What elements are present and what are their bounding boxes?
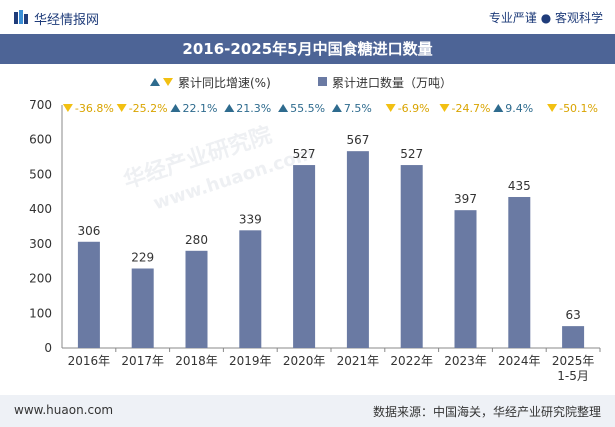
- slogan: 专业严谨 ● 客观科学: [488, 11, 603, 25]
- legend-bar-label: 累计进口数量（万吨）: [332, 75, 452, 90]
- header-bar: 华经情报网 专业严谨 ● 客观科学: [0, 0, 615, 34]
- bar[interactable]: [131, 268, 154, 348]
- bar[interactable]: [562, 326, 585, 348]
- bar-value-label: 306: [77, 224, 100, 238]
- x-tick-label: 2016年: [68, 354, 111, 368]
- bar-value-label: 397: [454, 192, 477, 206]
- growth-label: 7.5%: [344, 102, 372, 115]
- y-tick-label: 200: [29, 272, 52, 286]
- bar-value-label: 339: [239, 212, 262, 226]
- bar[interactable]: [77, 241, 100, 348]
- title-bar: 2016-2025年5月中国食糖进口数量: [0, 34, 615, 64]
- growth-label: -24.7%: [452, 102, 491, 115]
- bar[interactable]: [346, 151, 369, 348]
- brand-logo-icon: [14, 10, 28, 24]
- bar-value-label: 435: [508, 179, 531, 193]
- growth-down-icon: [385, 104, 396, 112]
- growth-label: 9.4%: [505, 102, 533, 115]
- x-tick-label: 2017年: [121, 354, 164, 368]
- y-tick-label: 500: [29, 167, 52, 181]
- growth-label: -50.1%: [559, 102, 598, 115]
- bar[interactable]: [508, 196, 531, 348]
- legend-growth-up-icon: [150, 78, 160, 86]
- growth-down-icon: [62, 104, 73, 112]
- bar[interactable]: [239, 230, 262, 348]
- x-tick-label: 2024年: [498, 354, 541, 368]
- growth-label: 55.5%: [290, 102, 325, 115]
- bar[interactable]: [185, 250, 208, 348]
- bar[interactable]: [293, 165, 316, 348]
- bar-value-label: 63: [565, 308, 580, 322]
- bar-value-label: 527: [400, 147, 423, 161]
- growth-up-icon: [331, 104, 342, 112]
- legend-growth-down-icon: [163, 78, 173, 86]
- growth-label: -6.9%: [398, 102, 430, 115]
- growth-label: 22.1%: [183, 102, 218, 115]
- growth-down-icon: [439, 104, 450, 112]
- x-tick-label: 1-5月: [557, 369, 589, 383]
- legend-bar-swatch: [318, 77, 327, 86]
- bar-value-label: 229: [131, 251, 154, 265]
- y-tick-label: 600: [29, 133, 52, 147]
- bar-value-label: 527: [293, 147, 316, 161]
- growth-up-icon: [224, 104, 235, 112]
- chart-title: 2016-2025年5月中国食糖进口数量: [182, 40, 433, 58]
- bar-value-label: 567: [346, 133, 369, 147]
- growth-up-icon: [278, 104, 289, 112]
- x-tick-label: 2022年: [390, 354, 433, 368]
- growth-down-icon: [547, 104, 558, 112]
- bar-chart: 累计同比增速(%) 累计进口数量（万吨） 0 100 200 300 400 500 600 70…: [29, 75, 601, 383]
- bar-value-label: 280: [185, 233, 208, 247]
- x-tick-label: 2018年: [175, 354, 218, 368]
- footer-site-link[interactable]: www.huaon.com: [14, 403, 114, 417]
- footer-source: 数据来源：中国海关，华经产业研究院整理: [372, 405, 601, 419]
- x-tick-label: 2019年: [229, 354, 272, 368]
- growth-label: -25.2%: [129, 102, 168, 115]
- y-tick-label: 100: [29, 306, 52, 320]
- y-tick-label: 300: [29, 237, 52, 251]
- growth-up-icon: [493, 104, 504, 112]
- x-tick-label: 2023年: [444, 354, 487, 368]
- footer-bar: www.huaon.com 数据来源：中国海关，华经产业研究院整理: [0, 395, 615, 427]
- brand-name: 华经情报网: [34, 13, 100, 28]
- bar[interactable]: [400, 165, 423, 348]
- bar[interactable]: [454, 210, 477, 348]
- growth-label: 21.3%: [236, 102, 271, 115]
- growth-label: -36.8%: [75, 102, 114, 115]
- x-tick-label: 2020年: [283, 354, 326, 368]
- growth-up-icon: [170, 104, 181, 112]
- x-tick-label: 2025年: [552, 354, 595, 368]
- y-tick-label: 0: [44, 341, 52, 355]
- growth-down-icon: [116, 104, 127, 112]
- y-tick-label: 400: [29, 202, 52, 216]
- x-tick-label: 2021年: [337, 354, 380, 368]
- legend-growth-label: 累计同比增速(%): [178, 76, 271, 90]
- y-tick-label: 700: [29, 98, 52, 112]
